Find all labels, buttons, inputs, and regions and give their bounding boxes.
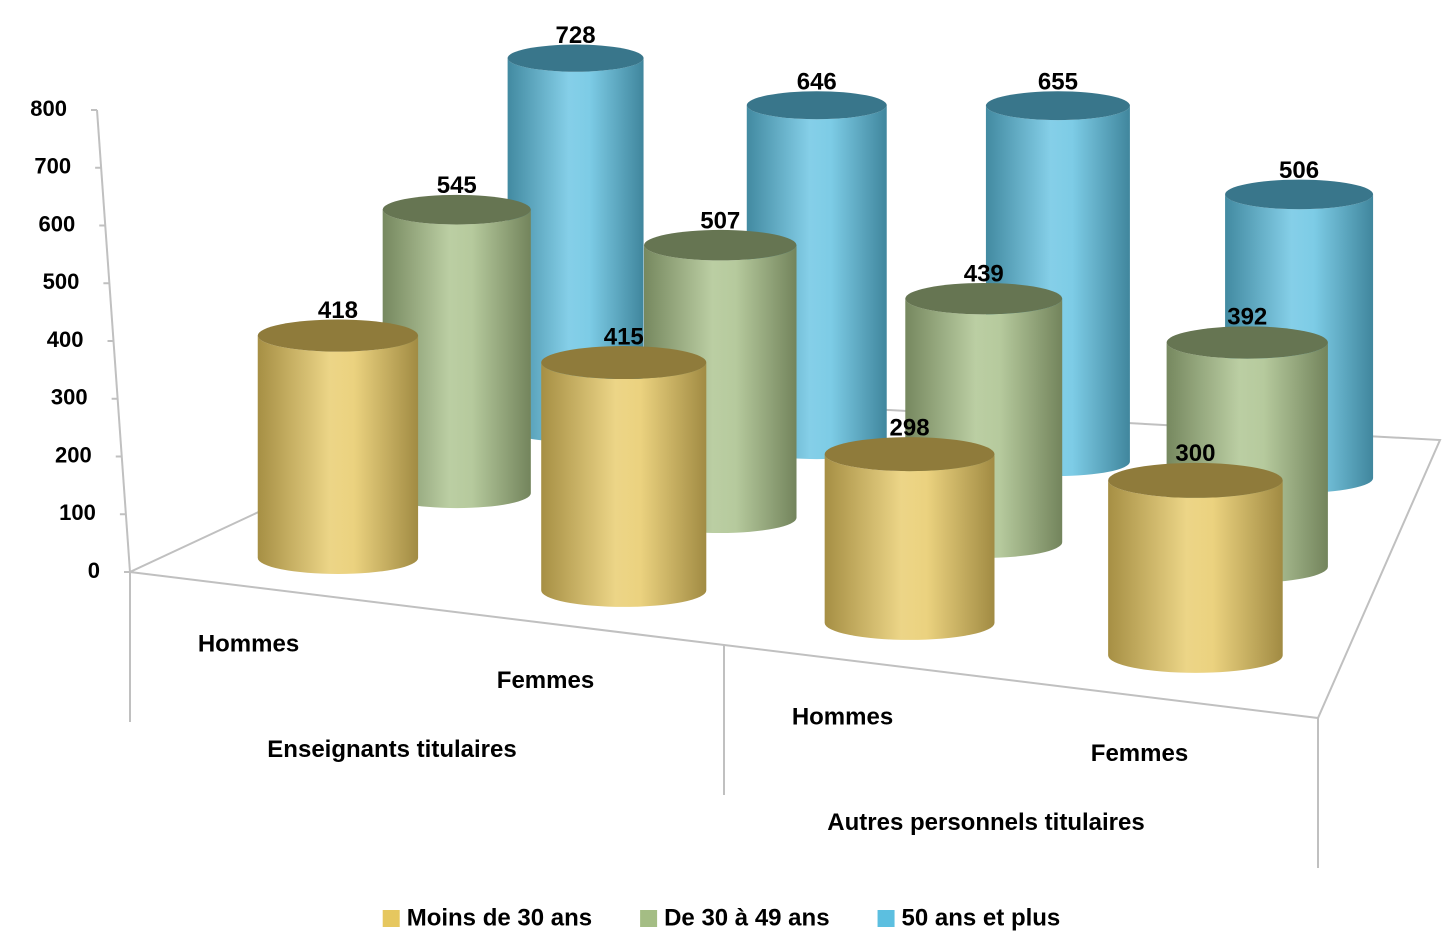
cylinder bbox=[824, 454, 995, 640]
cylinder-top bbox=[643, 229, 797, 261]
y-tick-label: 700 bbox=[34, 154, 71, 179]
legend-swatch bbox=[877, 910, 895, 927]
cylinder-top bbox=[1108, 462, 1283, 498]
data-label: 646 bbox=[797, 69, 837, 96]
x-tick-label: Femmes bbox=[1091, 740, 1188, 767]
legend-swatch bbox=[640, 910, 658, 927]
data-label: 655 bbox=[1038, 69, 1078, 96]
y-tick-label: 600 bbox=[39, 211, 76, 236]
cylinder-top bbox=[1166, 326, 1328, 359]
data-label: 507 bbox=[700, 207, 740, 234]
cylinder bbox=[382, 209, 531, 509]
data-label: 298 bbox=[890, 414, 930, 441]
cylinder-top bbox=[905, 282, 1063, 315]
data-label: 439 bbox=[964, 260, 1004, 287]
data-label: 545 bbox=[437, 172, 477, 199]
x-tick-label: Femmes bbox=[497, 667, 594, 694]
legend-swatch bbox=[382, 910, 400, 927]
data-label: 418 bbox=[318, 297, 358, 324]
cylinder-top bbox=[382, 194, 531, 225]
cylinder bbox=[507, 58, 644, 443]
data-label: 415 bbox=[604, 323, 644, 350]
y-tick-label: 300 bbox=[51, 385, 88, 410]
x-tick-label: Hommes bbox=[792, 704, 893, 731]
x-tick-label: Hommes bbox=[198, 631, 299, 658]
y-tick-label: 100 bbox=[59, 500, 96, 525]
legend-label: Moins de 30 ans bbox=[407, 904, 592, 931]
cylinder bbox=[541, 362, 707, 607]
cylinder bbox=[1108, 480, 1283, 673]
cylinder-top bbox=[985, 91, 1130, 121]
data-label: 506 bbox=[1279, 157, 1319, 184]
data-label: 392 bbox=[1227, 304, 1267, 331]
cylinder-top bbox=[746, 91, 887, 120]
cylinder-top bbox=[1225, 179, 1374, 210]
cylinder bbox=[257, 335, 419, 574]
cylinder-top bbox=[257, 319, 419, 352]
data-label: 728 bbox=[556, 22, 596, 49]
y-tick-label: 200 bbox=[55, 442, 92, 467]
y-tick-label: 400 bbox=[47, 327, 84, 352]
legend-label: 50 ans et plus bbox=[902, 904, 1061, 931]
cylinder-top bbox=[824, 437, 995, 472]
group-label: Autres personnels titulaires bbox=[827, 809, 1144, 836]
y-tick-label: 500 bbox=[43, 269, 80, 294]
y-tick-label: 800 bbox=[30, 96, 67, 121]
cylinder-top bbox=[507, 44, 644, 72]
legend-label: De 30 à 49 ans bbox=[664, 904, 829, 931]
cylinder-top bbox=[541, 346, 707, 380]
group-label: Enseignants titulaires bbox=[267, 736, 516, 763]
y-tick-label: 0 bbox=[88, 558, 100, 583]
data-label: 300 bbox=[1175, 440, 1215, 467]
